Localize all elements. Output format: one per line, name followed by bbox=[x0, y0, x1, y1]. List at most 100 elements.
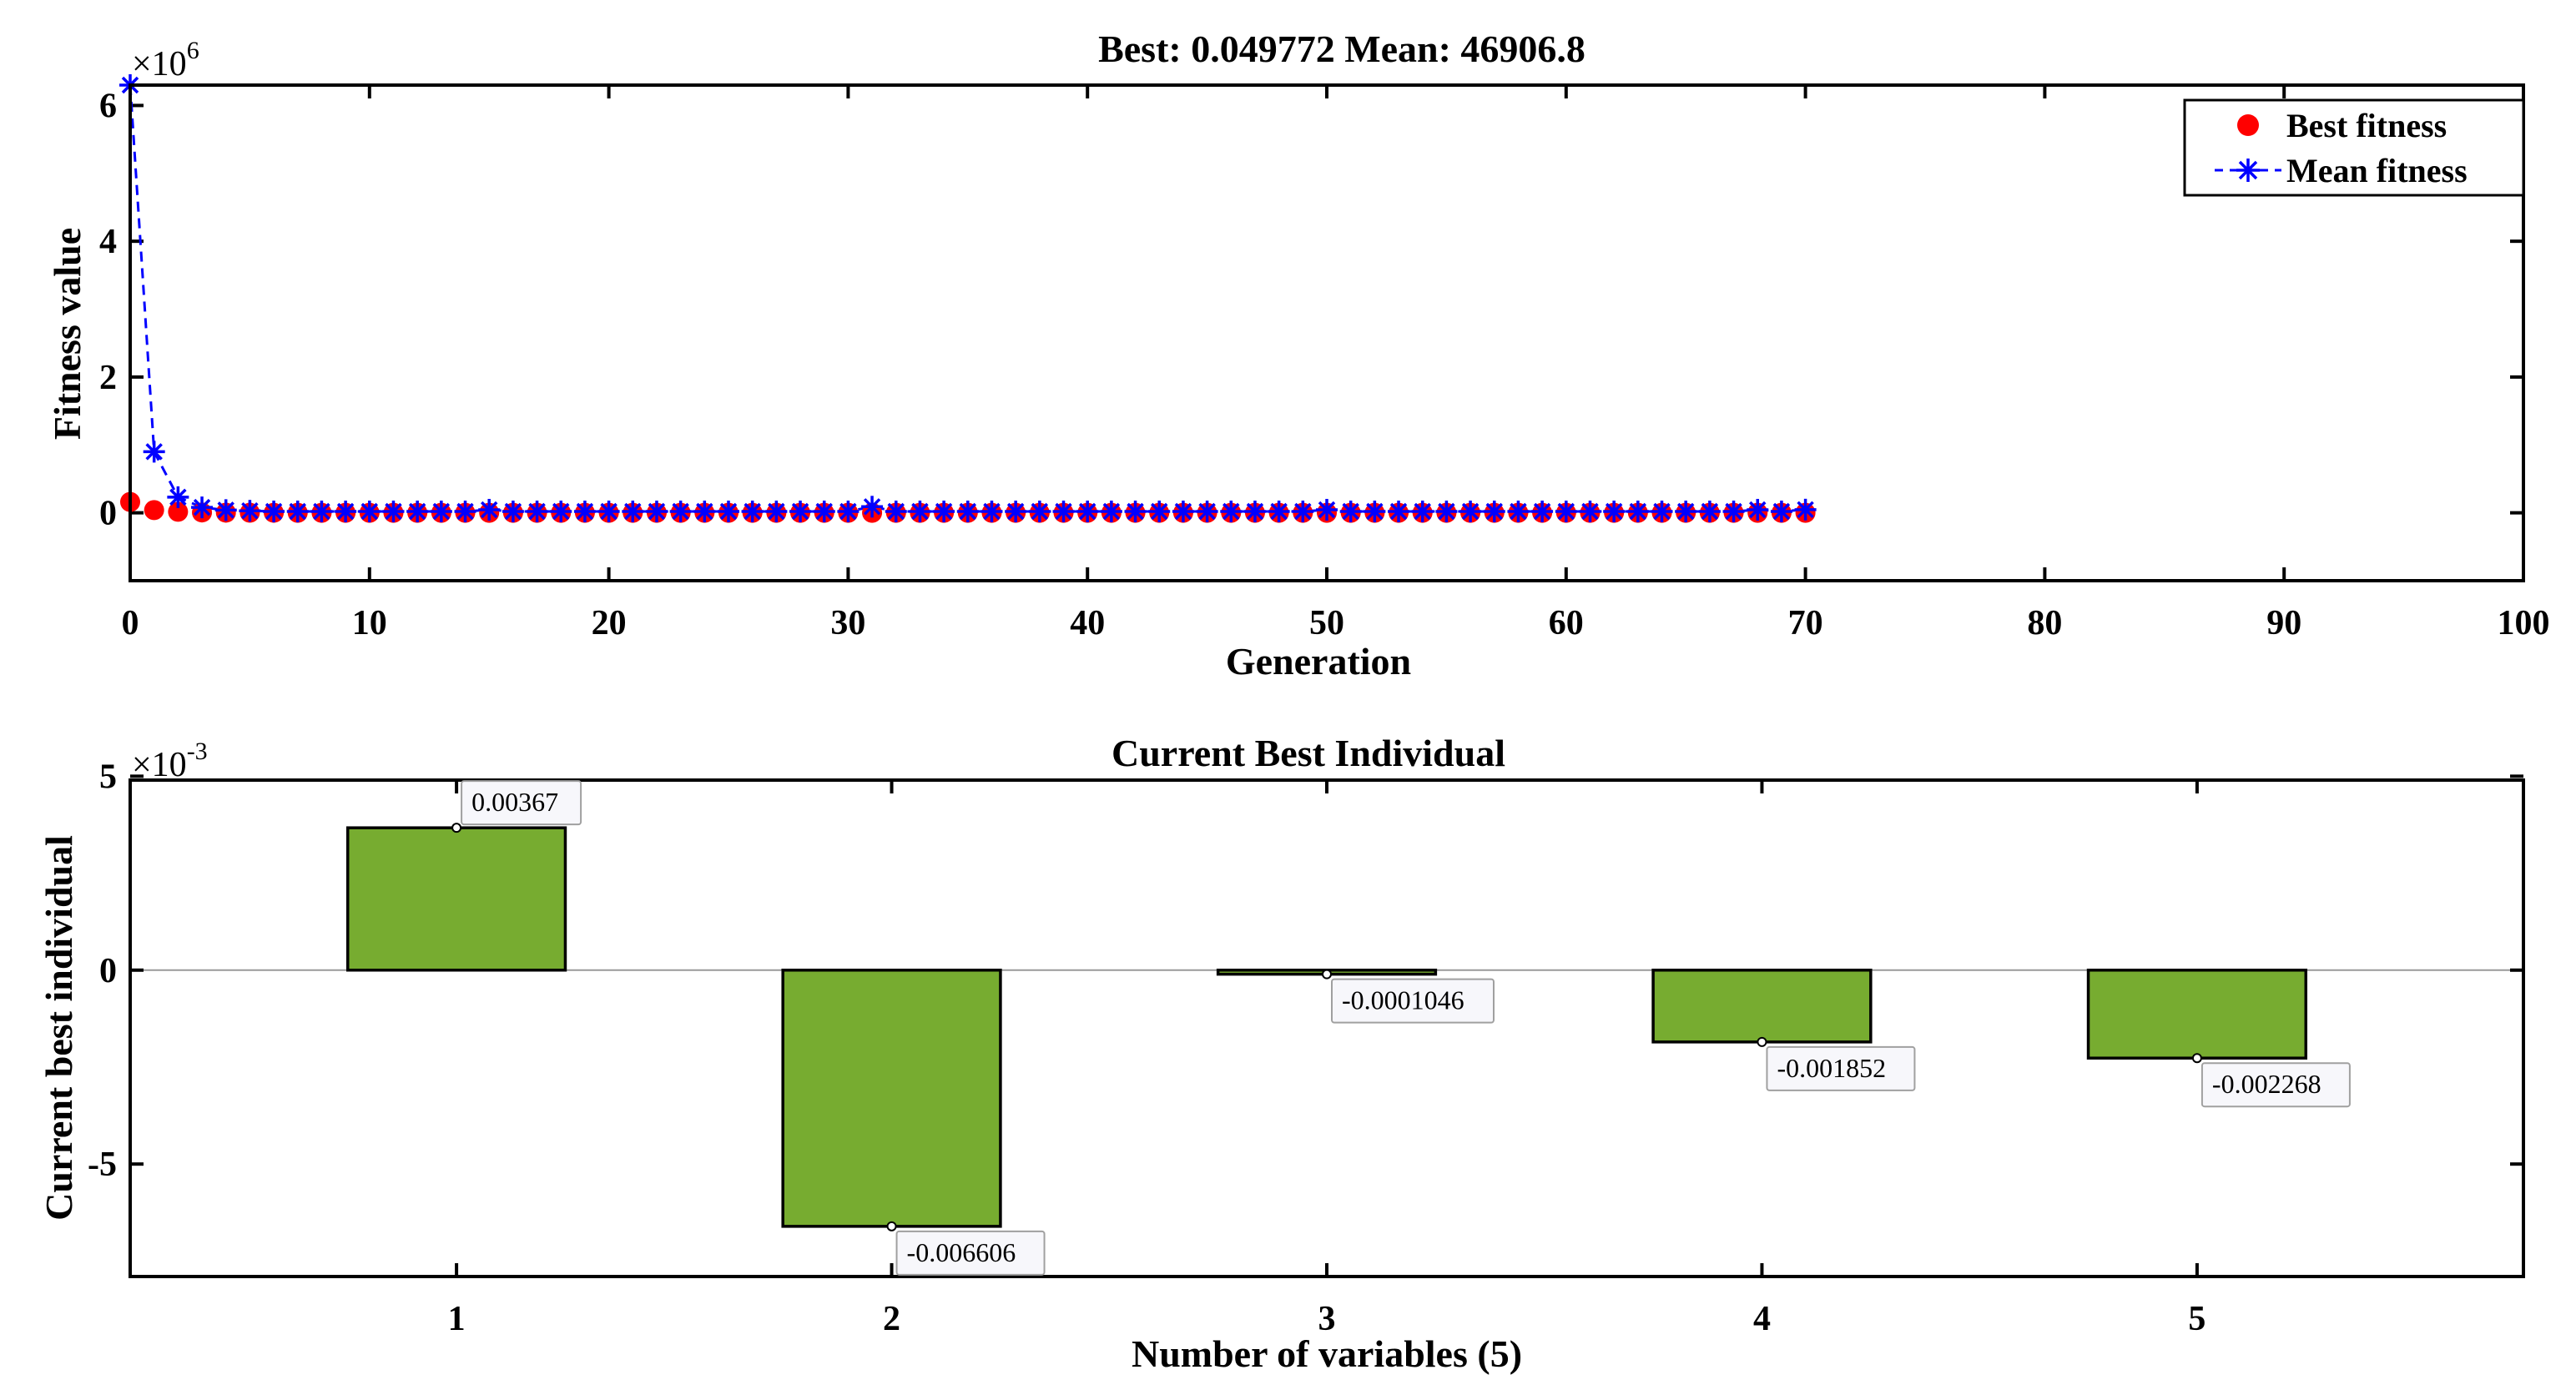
data-tip-box bbox=[1331, 978, 1495, 1024]
mean-fitness-point bbox=[1411, 501, 1434, 523]
bar-variable-5 bbox=[2086, 969, 2308, 1060]
mean-fitness-point bbox=[430, 501, 452, 523]
mean-fitness-point bbox=[573, 501, 596, 523]
data-tip-label: -0.001852 bbox=[1777, 1053, 1886, 1083]
mean-fitness-point bbox=[933, 501, 955, 523]
mean-fitness-point bbox=[1364, 501, 1386, 523]
mean-fitness-point bbox=[645, 501, 668, 523]
mean-fitness-point bbox=[1339, 501, 1362, 523]
fitness-plot-axes-box bbox=[129, 83, 2525, 582]
data-tip-box bbox=[895, 1230, 1046, 1276]
mean-fitness-point bbox=[191, 496, 214, 519]
data-tip-box bbox=[461, 780, 582, 826]
data-tip-label: -0.0001046 bbox=[1342, 985, 1464, 1015]
data-tip-dot bbox=[886, 1221, 897, 1231]
mean-fitness-point bbox=[310, 501, 333, 523]
mean-fitness-point bbox=[406, 501, 429, 523]
mean-fitness-point bbox=[1675, 501, 1697, 523]
fitness-x-tick-label: 10 bbox=[352, 604, 387, 642]
fitness-plot-y-exponent-power: 6 bbox=[187, 37, 199, 64]
legend-mean-label: Mean fitness bbox=[2286, 152, 2468, 189]
fitness-x-tick-label: 50 bbox=[1309, 604, 1344, 642]
data-tip-dot bbox=[1757, 1036, 1767, 1047]
data-tip-label: 0.00367 bbox=[471, 787, 558, 817]
mean-fitness-point bbox=[1220, 501, 1243, 523]
fitness-y-tick-label: 0 bbox=[99, 495, 117, 533]
mean-fitness-point bbox=[1698, 501, 1721, 523]
mean-fitness-point bbox=[1196, 501, 1218, 523]
mean-fitness-point bbox=[382, 501, 405, 523]
data-tip-dot bbox=[451, 823, 462, 833]
fitness-plot-y-exponent: ×106 bbox=[132, 37, 199, 83]
fitness-plot: Best: 0.049772 Mean: 46906.8 Fitness val… bbox=[46, 28, 2550, 682]
mean-fitness-point bbox=[478, 498, 501, 521]
mean-fitness-point bbox=[861, 496, 884, 518]
fitness-x-tick-label: 100 bbox=[2498, 604, 2550, 642]
mean-fitness-point bbox=[813, 501, 835, 523]
mean-fitness-line bbox=[129, 84, 1806, 513]
mean-fitness-point bbox=[167, 486, 189, 508]
best-fitness-point bbox=[144, 500, 164, 521]
mean-fitness-point bbox=[214, 499, 237, 521]
bar-y-tick-label: 0 bbox=[99, 952, 117, 990]
mean-fitness-point bbox=[1268, 501, 1290, 523]
fitness-y-tick-label: 6 bbox=[99, 87, 117, 125]
mean-fitness-point bbox=[1483, 501, 1505, 523]
mean-fitness-point bbox=[1316, 498, 1338, 521]
data-tip-dot bbox=[1322, 969, 1332, 980]
mean-fitness-point bbox=[909, 501, 931, 523]
mean-fitness-point bbox=[718, 501, 739, 523]
fitness-plot-legend: Best fitness Mean fitness bbox=[2183, 98, 2525, 197]
mean-fitness-point bbox=[263, 501, 285, 523]
mean-fitness-point bbox=[1052, 501, 1075, 523]
mean-fitness-point bbox=[1124, 501, 1147, 523]
mean-fitness-point bbox=[1651, 501, 1673, 523]
mean-fitness-point bbox=[1028, 501, 1051, 523]
best-individual-ylabel: Current best individual bbox=[38, 835, 80, 1221]
bar-x-tick-label: 5 bbox=[2188, 1300, 2205, 1338]
best-fitness-point bbox=[168, 501, 189, 522]
fitness-plot-title: Best: 0.049772 Mean: 46906.8 bbox=[1098, 28, 1585, 70]
mean-fitness-point bbox=[526, 501, 548, 523]
mean-fitness-point bbox=[1435, 501, 1458, 523]
mean-fitness-point bbox=[358, 501, 381, 523]
mean-fitness-point bbox=[837, 501, 860, 523]
mean-fitness-point bbox=[1794, 498, 1817, 521]
fitness-x-tick-label: 0 bbox=[122, 604, 139, 642]
legend-best-label: Best fitness bbox=[2286, 107, 2447, 144]
mean-fitness-point bbox=[1770, 501, 1792, 523]
bar-x-tick-label: 2 bbox=[883, 1300, 900, 1338]
mean-fitness-point bbox=[286, 501, 309, 523]
fitness-plot-y-exponent-base: ×10 bbox=[132, 45, 187, 83]
mean-fitness-point bbox=[956, 501, 979, 523]
bar-variable-1 bbox=[345, 826, 567, 972]
legend-box bbox=[2183, 98, 2525, 197]
mean-fitness-point bbox=[1100, 501, 1122, 523]
mean-fitness-point bbox=[980, 501, 1003, 523]
mean-fitness-point bbox=[1579, 501, 1601, 523]
fitness-y-tick-label: 4 bbox=[99, 223, 117, 261]
fitness-x-tick-label: 40 bbox=[1070, 604, 1105, 642]
mean-fitness-point bbox=[335, 501, 357, 523]
mean-fitness-point bbox=[239, 500, 261, 522]
mean-fitness-point bbox=[1076, 501, 1099, 523]
best-individual-axes-box bbox=[129, 778, 2525, 1278]
mean-fitness-point bbox=[885, 501, 907, 523]
mean-fitness-point bbox=[454, 501, 476, 523]
bar-variable-4 bbox=[1651, 969, 1873, 1044]
mean-fitness-point bbox=[1722, 501, 1745, 523]
bar-variable-2 bbox=[781, 969, 1002, 1228]
data-tip-label: -0.002268 bbox=[2212, 1069, 2321, 1099]
fitness-x-tick-label: 80 bbox=[2027, 604, 2062, 642]
bar-y-tick-label: 5 bbox=[99, 758, 117, 796]
mean-fitness-point bbox=[1507, 501, 1530, 523]
data-tip-label: -0.006606 bbox=[907, 1237, 1016, 1267]
mean-fitness-point bbox=[693, 501, 716, 523]
fitness-x-tick-label: 70 bbox=[1788, 604, 1823, 642]
mean-fitness-point bbox=[1148, 501, 1171, 523]
mean-fitness-point bbox=[1626, 501, 1649, 523]
data-tip-box bbox=[1766, 1045, 1916, 1091]
data-tip-box bbox=[2200, 1062, 2351, 1108]
fitness-x-tick-label: 20 bbox=[592, 604, 627, 642]
mean-fitness-point bbox=[1292, 501, 1314, 523]
